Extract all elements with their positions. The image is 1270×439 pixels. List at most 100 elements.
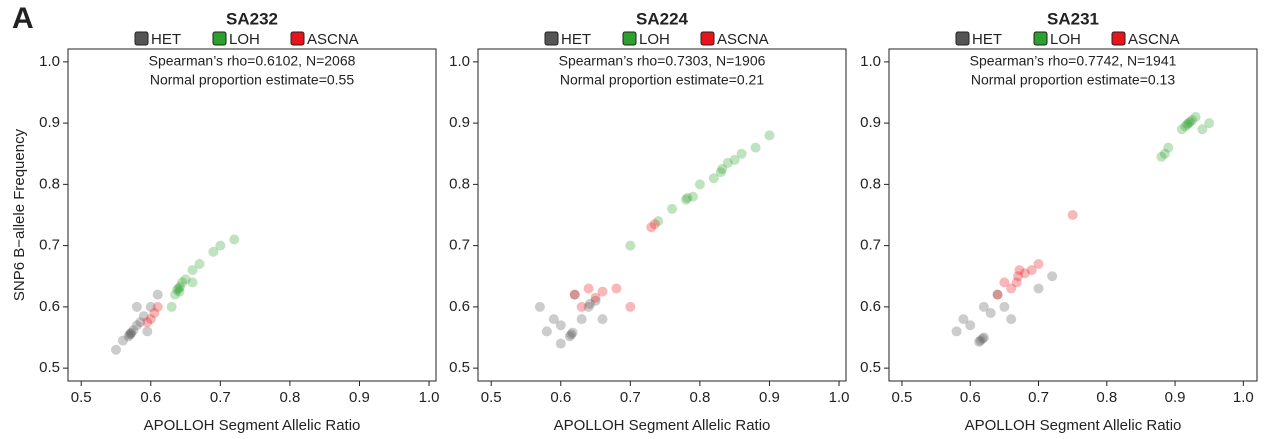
y-tick-label: 0.6	[860, 298, 881, 315]
legend-swatch	[1033, 31, 1048, 46]
data-point	[611, 283, 622, 294]
data-point	[555, 338, 566, 349]
x-tick-label: 1.0	[419, 389, 440, 406]
data-point	[569, 289, 580, 300]
x-tick-label: 0.6	[550, 389, 571, 406]
data-point	[187, 277, 198, 288]
data-point	[1197, 124, 1208, 135]
data-point	[1019, 268, 1030, 279]
data-point	[541, 326, 552, 337]
legend-swatch	[544, 31, 559, 46]
x-tick-label: 1.0	[829, 389, 850, 406]
chart-title: SA231	[1047, 9, 1099, 28]
data-point	[1026, 265, 1037, 276]
data-point	[145, 301, 156, 312]
x-tick-label: 0.6	[140, 389, 161, 406]
data-point	[131, 320, 142, 331]
y-tick-label: 0.5	[449, 359, 470, 376]
x-tick-label: 0.8	[689, 389, 710, 406]
x-tick-label: 0.7	[210, 389, 231, 406]
data-point	[172, 284, 183, 295]
data-point	[142, 326, 153, 337]
plot-frame	[888, 48, 1258, 382]
x-axis-label: APOLLOH Segment Allelic Ratio	[554, 417, 771, 434]
data-point	[1011, 277, 1022, 288]
data-point	[985, 308, 996, 319]
data-point	[1033, 283, 1044, 294]
data-point	[694, 179, 705, 190]
y-tick-label: 0.9	[860, 114, 881, 131]
data-point	[180, 274, 191, 285]
legend-label: ASCNA	[1128, 31, 1180, 48]
legend-swatch	[700, 31, 715, 46]
data-point	[569, 289, 580, 300]
data-point	[590, 295, 601, 306]
data-point	[149, 308, 160, 319]
data-point	[597, 314, 608, 325]
data-point	[131, 301, 142, 312]
y-axis-label: SNP6 B−allele Frequency	[11, 128, 28, 301]
y-tick-label: 0.8	[860, 175, 881, 192]
chart-title: SA232	[226, 9, 278, 28]
annotation: Normal proportion estimate=0.55	[150, 72, 354, 88]
data-point	[992, 289, 1003, 300]
data-point	[138, 311, 149, 322]
legend-swatch	[134, 31, 149, 46]
y-tick-label: 1.0	[449, 53, 470, 70]
data-point	[649, 219, 660, 230]
data-point	[566, 329, 577, 340]
data-point	[583, 301, 594, 312]
data-point	[576, 314, 587, 325]
x-tick-label: 0.9	[759, 389, 780, 406]
annotation: Spearman’s rho=0.7742, N=1941	[970, 53, 1177, 69]
legend-label: LOH	[639, 31, 670, 48]
y-tick-label: 1.0	[860, 53, 881, 70]
data-point	[625, 240, 636, 251]
data-point	[951, 326, 962, 337]
legend-swatch	[290, 31, 305, 46]
data-point	[978, 332, 989, 343]
legend-swatch	[622, 31, 637, 46]
data-point	[583, 283, 594, 294]
data-point	[1180, 121, 1191, 132]
data-point	[717, 164, 728, 175]
legend-swatch	[955, 31, 970, 46]
y-tick-label: 0.9	[39, 114, 60, 131]
data-point	[1183, 118, 1194, 129]
y-tick-label: 0.7	[860, 237, 881, 254]
data-point	[174, 286, 185, 297]
data-point	[1006, 314, 1017, 325]
data-point	[764, 130, 775, 141]
x-tick-label: 0.5	[71, 389, 92, 406]
legend-label: ASCNA	[307, 31, 359, 48]
y-tick-label: 1.0	[39, 53, 60, 70]
y-tick-label: 0.7	[449, 237, 470, 254]
y-tick-label: 0.8	[449, 175, 470, 192]
plot-frame	[477, 48, 847, 382]
data-point	[687, 191, 698, 202]
data-point	[175, 281, 185, 292]
data-point	[1163, 142, 1174, 153]
data-point	[564, 331, 575, 342]
data-point	[585, 298, 595, 309]
data-point	[736, 148, 747, 159]
data-point	[145, 314, 156, 325]
data-point	[729, 154, 740, 165]
data-point	[1187, 115, 1198, 126]
panel-label: A	[12, 2, 34, 35]
legend-label: HET	[561, 31, 591, 48]
data-point	[173, 283, 184, 294]
data-point	[1190, 111, 1201, 122]
data-point	[125, 328, 136, 339]
data-point	[1014, 265, 1025, 276]
data-point	[187, 265, 198, 276]
data-point	[128, 325, 139, 336]
data-point	[126, 327, 137, 338]
data-point	[715, 167, 726, 178]
data-point	[123, 331, 134, 342]
y-tick-label: 0.8	[39, 175, 60, 192]
y-tick-label: 0.9	[449, 114, 470, 131]
data-point	[646, 222, 657, 233]
data-point	[978, 301, 989, 312]
